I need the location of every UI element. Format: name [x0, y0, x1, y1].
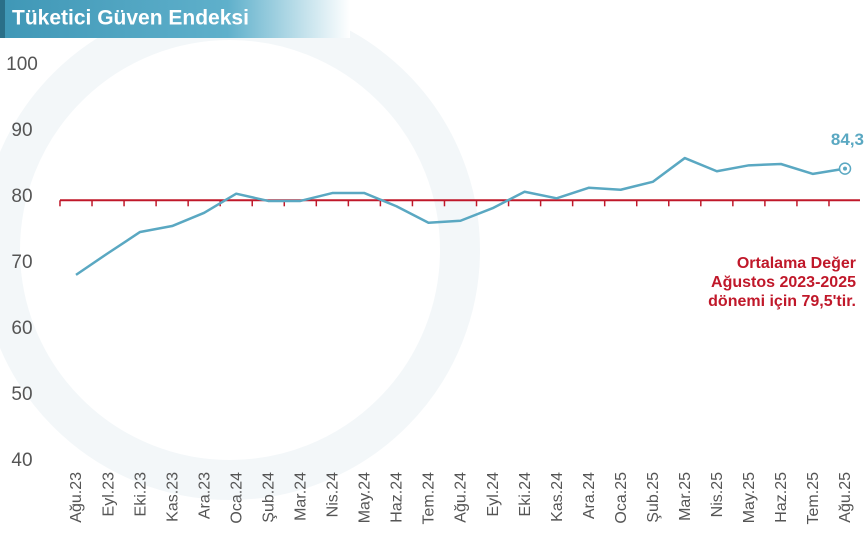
- x-tick-label: Oca.24: [228, 472, 245, 524]
- x-tick-label: Oca.25: [613, 472, 630, 524]
- x-tick-label: Eki.23: [132, 472, 149, 517]
- x-tick-label: Ara.23: [196, 472, 213, 519]
- x-tick-label: Nis.24: [325, 472, 342, 517]
- x-tick-label: May.25: [741, 472, 758, 523]
- x-tick-label: Mar.25: [677, 472, 694, 521]
- x-tick-label: Ara.24: [581, 472, 598, 519]
- x-tick-label: Eyl.24: [485, 472, 502, 517]
- series-line: [75, 156, 846, 276]
- x-tick-label: Haz.24: [389, 472, 406, 523]
- y-tick-label: 40: [11, 450, 32, 471]
- x-tick-label: Ağu.24: [453, 472, 470, 523]
- x-tick-label: Nis.25: [709, 472, 726, 517]
- x-tick-label: Ağu.25: [837, 472, 854, 523]
- y-tick-label: 50: [11, 384, 32, 405]
- x-tick-label: Ağu.23: [68, 472, 85, 523]
- x-tick-label: Kas.24: [549, 472, 566, 522]
- x-tick-label: Tem.25: [805, 472, 822, 525]
- x-tick-label: Eyl.23: [100, 472, 117, 517]
- x-tick-label: Haz.25: [773, 472, 790, 523]
- y-tick-label: 60: [11, 318, 32, 339]
- average-label: Ortalama Değer: [737, 255, 856, 272]
- x-tick-label: Mar.24: [293, 472, 310, 521]
- x-tick-label: Eki.24: [517, 472, 534, 517]
- average-label: Ağustos 2023-2025: [711, 274, 856, 291]
- x-tick-label: May.24: [357, 472, 374, 523]
- y-tick-label: 90: [11, 120, 32, 141]
- y-tick-label: 100: [6, 54, 38, 75]
- watermark: [0, 0, 480, 500]
- x-tick-label: Şub.25: [645, 472, 662, 523]
- header-bar: [0, 0, 350, 38]
- average-label: dönemi için 79,5'tir.: [708, 293, 856, 310]
- point-dot: [843, 166, 847, 171]
- y-tick-label: 70: [11, 252, 32, 273]
- value-label: 84,3: [831, 130, 864, 149]
- x-tick-label: Kas.23: [164, 472, 181, 522]
- chart-title: Tüketici Güven Endeksi: [12, 7, 249, 30]
- x-tick-label: Şub.24: [260, 472, 277, 523]
- y-tick-label: 80: [11, 186, 32, 207]
- x-tick-label: Tem.24: [421, 472, 438, 525]
- header-accent: [0, 0, 5, 38]
